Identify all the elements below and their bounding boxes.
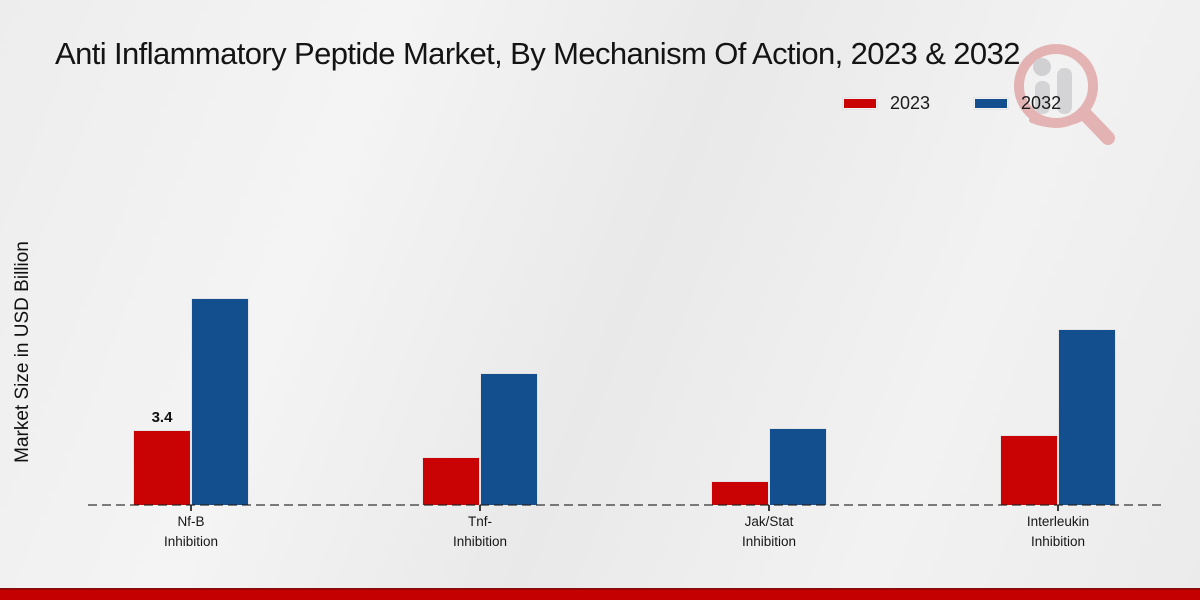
bar-group-nfb: 3.4 Nf-B Inhibition: [71, 0, 311, 600]
watermark-logo-icon: [1014, 44, 1115, 145]
x-axis-tick: [1057, 505, 1059, 511]
category-label-interleukin: Interleukin Inhibition: [938, 512, 1178, 552]
footer-band: [0, 588, 1200, 600]
x-axis-line: [88, 504, 1165, 506]
category-label-jakstat: Jak/Stat Inhibition: [649, 512, 889, 552]
bar-pair: [1000, 329, 1116, 505]
legend: 2023 2032: [843, 93, 1061, 114]
bar-group-jakstat: Jak/Stat Inhibition: [649, 0, 889, 600]
bar-2032-tnf: [480, 373, 538, 505]
legend-label-2023: 2023: [890, 93, 931, 113]
bar-2032-nfb: [191, 298, 249, 505]
category-label-line1: Nf-B: [177, 514, 205, 529]
bar-2023-jakstat: [711, 481, 769, 505]
category-label-nfb: Nf-B Inhibition: [71, 512, 311, 552]
x-axis-tick: [479, 505, 481, 511]
bar-value-label: 3.4: [151, 409, 173, 426]
chart-title: Anti Inflammatory Peptide Market, By Mec…: [55, 36, 1020, 71]
legend-swatch-2032-icon: [974, 98, 1009, 109]
bar-2032-interleukin: [1058, 329, 1116, 505]
legend-item-2032: 2032: [974, 93, 1061, 114]
y-axis-title: Market Size in USD Billion: [12, 241, 33, 463]
x-axis-tick: [768, 505, 770, 511]
bar-pair: 3.4: [133, 298, 249, 505]
category-label-line2: Inhibition: [452, 534, 508, 549]
bar-pair: [711, 428, 827, 505]
legend-swatch-2023-icon: [843, 98, 877, 109]
bar-group-interleukin: Interleukin Inhibition: [938, 0, 1178, 600]
category-label-line2: Inhibition: [163, 534, 219, 549]
bar-group-tnf: Tnf- Inhibition: [360, 0, 600, 600]
x-axis-tick: [190, 505, 192, 511]
legend-item-2023: 2023: [843, 93, 930, 114]
bar-2023-tnf: [422, 457, 480, 505]
category-label-line1: Tnf-: [467, 514, 492, 529]
category-label-tnf: Tnf- Inhibition: [360, 512, 600, 552]
bar-2032-jakstat: [769, 428, 827, 505]
bar-pair: [422, 373, 538, 505]
category-label-line1: Interleukin: [1026, 514, 1090, 529]
bar-2023-interleukin: [1000, 435, 1058, 505]
category-label-line1: Jak/Stat: [744, 514, 794, 529]
category-label-line2: Inhibition: [1030, 534, 1086, 549]
legend-label-2032: 2032: [1021, 93, 1062, 113]
category-label-line2: Inhibition: [741, 534, 797, 549]
bar-2023-nfb: 3.4: [133, 409, 191, 505]
